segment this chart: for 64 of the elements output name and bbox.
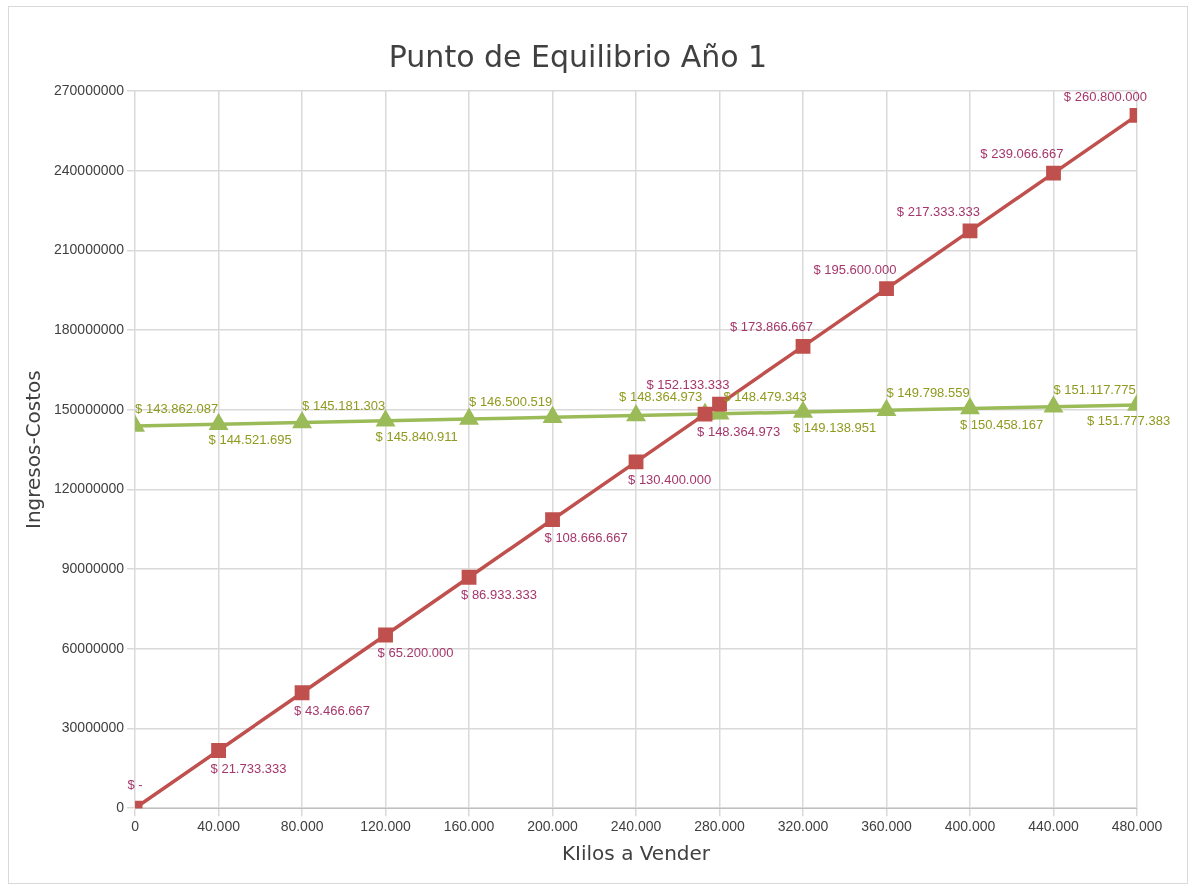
- data-label: $ 239.066.667: [980, 146, 1064, 162]
- data-label: $ 146.500.519: [469, 394, 553, 410]
- data-label: $ 86.933.333: [461, 587, 537, 603]
- point: [627, 405, 645, 422]
- data-label: $ 149.138.951: [793, 420, 877, 436]
- x-tick-label: 400.000: [944, 818, 996, 835]
- y-tick-label: 0: [116, 799, 125, 816]
- x-tick-label: 320.000: [777, 818, 829, 835]
- x-tick-label: 480.000: [1111, 818, 1163, 835]
- x-tick-label: 440.000: [1028, 818, 1080, 835]
- point: [293, 412, 311, 429]
- data-label: $ 151.117.775: [1053, 381, 1136, 397]
- x-tick-label: 360.000: [861, 818, 913, 835]
- data-label: $ 143.862.087: [135, 401, 219, 417]
- data-label: $ 65.200.000: [377, 645, 454, 661]
- data-label: $ 144.521.695: [208, 432, 292, 448]
- point: [795, 338, 811, 354]
- x-tick-label: 240.000: [610, 818, 662, 835]
- x-tick-label: 120.000: [360, 818, 412, 835]
- data-label: $ 43.466.667: [294, 702, 370, 718]
- data-label: $ 260.800.000: [1063, 88, 1147, 104]
- data-label: $ 21.733.333: [210, 760, 287, 776]
- data-label: $ 148.364.973: [697, 424, 781, 440]
- data-label: $ 149.798.559: [886, 385, 970, 401]
- point: [209, 414, 228, 431]
- point: [961, 398, 979, 415]
- data-label: $ 195.600.000: [813, 261, 897, 277]
- point: [879, 281, 894, 297]
- y-tick-label: 30000000: [61, 719, 125, 736]
- x-tick-label: 280.000: [694, 818, 746, 835]
- data-label: $ 150.458.167: [960, 416, 1044, 432]
- y-axis-title: Ingresos-Costos: [21, 370, 46, 529]
- data-label: $ 145.181.303: [302, 397, 386, 413]
- x-tick-label: 160.000: [443, 818, 495, 835]
- x-tick-label: 40.000: [197, 818, 241, 835]
- data-label: $ -: [127, 777, 143, 793]
- x-tick-label: 80.000: [280, 818, 324, 835]
- y-tick-label: 270000000: [54, 81, 125, 98]
- x-axis-title: KIilos a Vender: [561, 841, 711, 866]
- point: [794, 402, 812, 418]
- x-tick-label: 0: [131, 818, 140, 835]
- y-tick-label: 120000000: [54, 480, 125, 497]
- point: [962, 223, 978, 239]
- data-label: $ 173.866.667: [729, 319, 814, 335]
- point: [543, 407, 562, 423]
- point: [1044, 397, 1063, 413]
- y-tick-label: 240000000: [54, 161, 125, 178]
- point: [460, 409, 478, 425]
- y-tick-label: 210000000: [54, 241, 125, 258]
- y-tick-label: 180000000: [54, 320, 125, 337]
- data-label: $ 217.333.333: [896, 203, 981, 219]
- point: [1046, 165, 1061, 181]
- y-tick-label: 60000000: [61, 639, 125, 656]
- data-label: $ 108.666.667: [544, 529, 628, 545]
- x-tick-label: 200.000: [527, 818, 579, 835]
- data-label: $ 145.840.911: [375, 428, 458, 444]
- y-tick-label: 90000000: [61, 559, 125, 576]
- point: [697, 406, 713, 422]
- y-tick-label: 150000000: [54, 400, 125, 417]
- data-label: $ 151.777.383: [1087, 413, 1171, 429]
- data-label: $ 130.400.000: [628, 471, 712, 487]
- point: [376, 411, 395, 427]
- chart-title: Punto de Equilibrio Año 1: [388, 38, 768, 74]
- point: [877, 400, 896, 417]
